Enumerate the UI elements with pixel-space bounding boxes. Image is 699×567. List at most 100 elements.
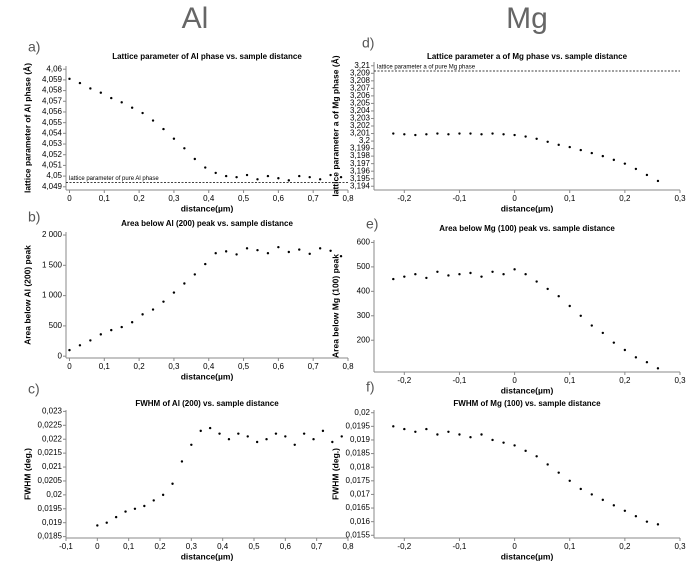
data-point — [458, 273, 461, 276]
x-tick-label: 0,2 — [134, 362, 146, 371]
data-point — [634, 167, 638, 171]
data-point — [235, 175, 238, 179]
data-point — [612, 158, 616, 162]
x-tick-label: -0,2 — [397, 542, 411, 551]
y-tick-label: 0,0185 — [38, 532, 63, 541]
data-point — [623, 348, 627, 352]
y-tick-label: 0,023 — [42, 407, 63, 416]
data-point — [502, 133, 505, 136]
y-tick-label: 4,049 — [42, 182, 63, 191]
panel-label: f) — [366, 379, 375, 395]
y-axis-label: Area below Mg (100) peak — [330, 254, 340, 358]
data-point — [110, 96, 113, 100]
data-point — [491, 132, 494, 135]
y-tick-label: 0 — [58, 351, 63, 360]
x-tick-label: 0 — [67, 194, 72, 203]
y-axis-label: FWHM (deg.) — [330, 448, 340, 500]
data-point — [590, 324, 593, 327]
y-axis-label: Area below Al (200) peak — [22, 245, 32, 345]
data-point — [193, 273, 197, 276]
data-point — [601, 154, 605, 158]
x-tick-label: 0,8 — [342, 194, 354, 203]
data-point — [99, 91, 103, 94]
y-tick-label: 1 000 — [42, 291, 63, 300]
data-point — [89, 339, 92, 342]
data-point — [469, 132, 472, 135]
data-point — [224, 174, 228, 178]
y-tick-label: 0,018 — [350, 462, 371, 471]
y-tick-label: 2 000 — [42, 230, 63, 239]
x-tick-label: 0,2 — [619, 194, 631, 203]
data-point — [110, 328, 113, 332]
data-point — [298, 248, 301, 251]
x-tick-label: 0,4 — [203, 194, 215, 203]
data-point — [246, 435, 249, 438]
data-point — [480, 133, 483, 136]
data-point — [491, 438, 494, 442]
data-point — [491, 270, 494, 273]
data-point — [535, 280, 538, 283]
x-tick-label: 0,7 — [311, 542, 323, 551]
data-point — [645, 520, 649, 523]
y-tick-label: 3,194 — [350, 181, 371, 190]
data-point — [235, 253, 238, 256]
data-point — [601, 331, 605, 335]
x-axis-label: distance(µm) — [501, 551, 554, 561]
y-tick-label: 4,052 — [42, 150, 63, 159]
x-tick-label: 0 — [95, 542, 100, 551]
data-point — [152, 499, 155, 502]
data-point — [403, 133, 406, 136]
chart-title: Area below Mg (100) peak vs. sample dist… — [439, 224, 615, 233]
data-point — [403, 427, 406, 431]
data-point — [623, 162, 627, 165]
x-tick-label: 0,6 — [273, 362, 285, 371]
data-point — [414, 133, 417, 137]
y-tick-label: 0,0175 — [346, 476, 371, 485]
x-tick-label: 0,1 — [123, 542, 135, 551]
data-point — [524, 449, 527, 453]
y-tick-label: 4,054 — [42, 128, 63, 137]
y-tick-label: 0,0165 — [346, 503, 371, 512]
y-tick-label: 400 — [357, 286, 371, 295]
y-tick-label: 0,016 — [350, 517, 371, 526]
data-point — [99, 333, 103, 336]
data-point — [329, 249, 332, 252]
x-tick-label: 0,3 — [168, 194, 180, 203]
data-point — [656, 367, 660, 370]
x-tick-label: 0,3 — [674, 376, 686, 385]
data-point — [546, 140, 549, 144]
y-tick-label: 0,02 — [354, 408, 370, 417]
x-tick-label: 0,2 — [134, 194, 146, 203]
data-point — [513, 268, 516, 271]
y-tick-label: 200 — [357, 335, 371, 344]
data-point — [245, 173, 249, 177]
data-point — [318, 178, 322, 181]
y-tick-label: 3,198 — [350, 151, 371, 160]
x-tick-label: -0,2 — [397, 376, 411, 385]
data-point — [256, 178, 259, 181]
data-point — [513, 444, 516, 447]
data-point — [204, 166, 207, 169]
data-point — [634, 356, 638, 359]
data-point — [274, 432, 278, 435]
x-axis-label: distance(µm) — [181, 371, 234, 381]
data-point — [114, 515, 118, 519]
y-axis-label: lattice parameter a of Mg phase (Å) — [330, 55, 340, 196]
x-axis-label: distance(µm) — [501, 385, 554, 395]
y-tick-label: 4,059 — [42, 75, 63, 84]
x-tick-label: 0,4 — [203, 362, 215, 371]
data-point — [392, 425, 395, 428]
data-point — [436, 270, 439, 273]
data-point — [256, 248, 259, 252]
data-point — [199, 429, 202, 433]
x-axis-label: distance(µm) — [501, 203, 554, 213]
data-point — [568, 304, 571, 308]
data-point — [469, 271, 472, 275]
data-point — [645, 361, 649, 364]
data-point — [204, 262, 207, 266]
reference-label: lattice parameter a of pure Mg phase — [377, 65, 476, 71]
y-tick-label: 300 — [357, 311, 371, 320]
data-point — [208, 426, 212, 430]
data-point — [321, 429, 325, 433]
y-tick-label: 3,2 — [359, 136, 371, 145]
